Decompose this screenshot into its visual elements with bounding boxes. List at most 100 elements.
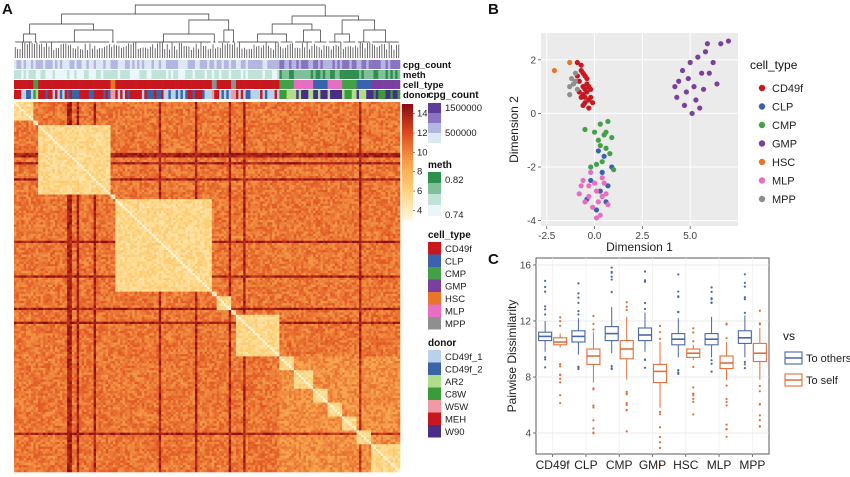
heatmap-cell — [393, 102, 396, 105]
heatmap-cell — [371, 158, 374, 161]
heatmap-cell — [120, 123, 123, 126]
heatmap-cell — [250, 121, 253, 124]
heatmap-cell — [115, 123, 118, 126]
heatmap-cell — [106, 132, 109, 135]
heatmap-cell — [299, 148, 302, 151]
heatmap-cell — [304, 158, 307, 161]
heatmap-cell — [166, 139, 169, 142]
heatmap-cell — [84, 137, 87, 140]
heatmap-cell — [316, 155, 319, 158]
heatmap-cell — [77, 121, 80, 124]
track-cell-cell-type — [248, 80, 251, 89]
heatmap-cell — [125, 104, 128, 107]
heatmap-cell — [306, 109, 309, 112]
heatmap-cell — [195, 134, 198, 137]
heatmap-cell — [393, 139, 396, 142]
heatmap-cell — [248, 125, 251, 128]
heatmap-cell — [219, 107, 222, 110]
heatmap-cell — [311, 134, 314, 137]
heatmap-cell — [185, 141, 188, 144]
heatmap-cell — [354, 144, 357, 147]
heatmap-cell — [253, 132, 256, 135]
heatmap-cell — [393, 107, 396, 110]
track-cell-donor — [84, 90, 87, 99]
heatmap-cell — [130, 111, 133, 114]
heatmap-cell — [101, 141, 104, 144]
heatmap-cell — [28, 141, 31, 144]
track-cell-donor — [236, 90, 239, 99]
heatmap-cell — [19, 114, 22, 117]
panel-letter-c: C — [488, 251, 499, 268]
heatmap-cell — [62, 160, 65, 163]
track-cell-donor — [173, 90, 176, 99]
heatmap-cell — [236, 141, 239, 144]
heatmap-cell — [173, 151, 176, 154]
heatmap-cell — [106, 121, 109, 124]
heatmap-cell — [345, 160, 348, 163]
heatmap-cell — [270, 148, 273, 151]
track-cell-meth — [212, 70, 215, 79]
heatmap-cell — [195, 104, 198, 107]
heatmap-cell — [53, 111, 56, 114]
heatmap-cell — [395, 111, 398, 114]
heatmap-cell — [243, 116, 246, 119]
heatmap-cell — [275, 155, 278, 158]
track-cell-cpg-count — [388, 60, 391, 69]
heatmap-cell — [224, 118, 227, 121]
heatmap-cell — [275, 121, 278, 124]
heatmap-cell — [229, 127, 232, 130]
heatmap-cell — [96, 125, 99, 128]
track-cell-cpg-count — [111, 60, 114, 69]
heatmap-cell — [74, 155, 77, 158]
heatmap-cell — [340, 139, 343, 142]
heatmap-cell — [325, 132, 328, 135]
heatmap-cell — [260, 139, 263, 142]
heatmap-cell — [16, 109, 19, 112]
heatmap-cell — [108, 134, 111, 137]
heatmap-cell — [393, 130, 396, 133]
heatmap-cell — [277, 153, 280, 156]
track-cell-meth — [214, 70, 217, 79]
heatmap-cell — [53, 125, 56, 128]
heatmap-cell — [200, 118, 203, 121]
heatmap-cell — [94, 160, 97, 163]
heatmap-cell — [323, 111, 326, 114]
heatmap-cell — [98, 125, 101, 128]
heatmap-cell — [214, 134, 217, 137]
track-cell-donor — [219, 90, 222, 99]
heatmap-cell — [65, 160, 68, 163]
heatmap-cell — [301, 148, 304, 151]
heatmap-cell — [371, 148, 374, 151]
heatmap-cell — [173, 146, 176, 149]
heatmap-cell — [221, 132, 224, 135]
heatmap-cell — [366, 141, 369, 144]
heatmap-cell — [359, 127, 362, 130]
heatmap-cell — [69, 137, 72, 140]
heatmap-cell — [238, 155, 241, 158]
heatmap-cell — [279, 137, 282, 140]
heatmap-cell — [33, 125, 36, 128]
track-cell-meth — [388, 70, 391, 79]
heatmap-cell — [209, 104, 212, 107]
heatmap-cell — [106, 116, 109, 119]
heatmap-cell — [113, 144, 116, 147]
heatmap-cell — [373, 127, 376, 130]
heatmap-cell — [152, 158, 155, 161]
heatmap-cell — [74, 132, 77, 135]
dendrogram-branch — [62, 14, 209, 24]
heatmap-cell — [53, 130, 56, 133]
heatmap-cell — [48, 141, 51, 144]
track-cell-cell-type — [115, 80, 118, 89]
heatmap-cell — [219, 146, 222, 149]
heatmap-cell — [176, 109, 179, 112]
heatmap-cell — [55, 146, 58, 149]
heatmap-cell — [183, 109, 186, 112]
heatmap-cell — [342, 116, 345, 119]
heatmap-cell — [337, 141, 340, 144]
heatmap-cell — [282, 121, 285, 124]
heatmap-cell — [207, 139, 210, 142]
heatmap-cell — [316, 114, 319, 117]
heatmap-cell — [132, 111, 135, 114]
track-cell-cell-type — [205, 80, 208, 89]
heatmap-cell — [180, 109, 183, 112]
